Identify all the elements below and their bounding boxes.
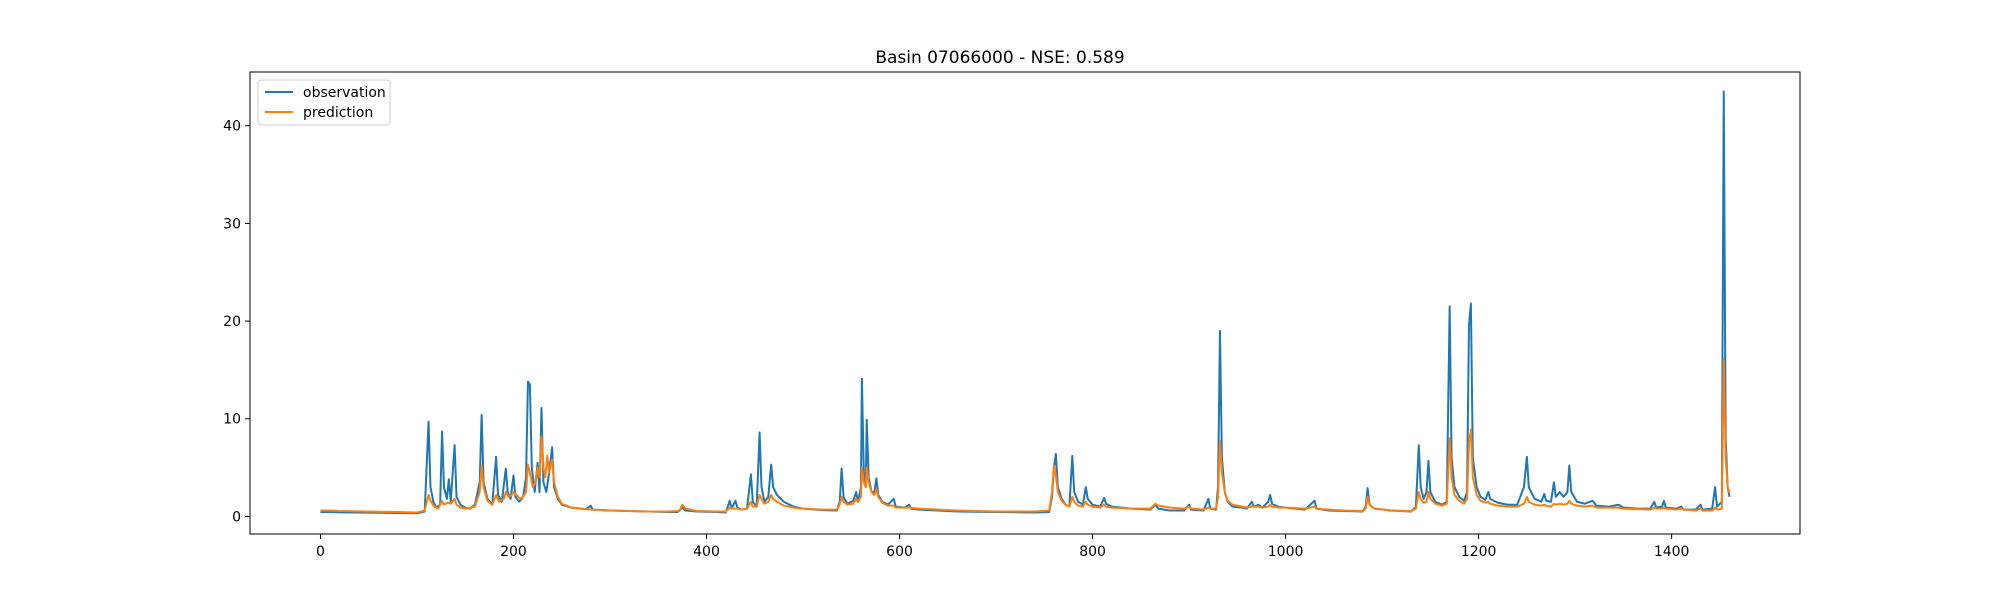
plot-frame: [249, 71, 1801, 535]
series-layer: [320, 90, 1731, 515]
x-tick-label: 200: [500, 544, 527, 560]
y-tick-label: 10: [223, 412, 241, 428]
y-tick-label: 0: [232, 509, 241, 525]
x-axis-ticks: 0 200 400 600 800 1000 1200 1400: [316, 534, 1689, 560]
x-tick-label: 800: [1079, 544, 1106, 560]
y-tick-label: 20: [223, 314, 241, 330]
series-line-prediction: [320, 358, 1731, 514]
x-tick-label: 1400: [1654, 544, 1690, 560]
x-tick-label: 600: [886, 544, 913, 560]
legend-label-observation: observation: [303, 85, 386, 101]
y-tick-label: 30: [223, 216, 241, 232]
y-axis-ticks: 0 10 20 30 40: [223, 119, 250, 525]
chart-title: Basin 07066000 - NSE: 0.589: [875, 48, 1124, 68]
legend: observation prediction: [257, 79, 391, 126]
legend-label-prediction: prediction: [303, 105, 373, 121]
x-tick-label: 1000: [1268, 544, 1304, 560]
x-tick-label: 1200: [1461, 544, 1497, 560]
x-tick-label: 400: [693, 544, 720, 560]
y-tick-label: 40: [223, 119, 241, 135]
x-tick-label: 0: [316, 544, 325, 560]
